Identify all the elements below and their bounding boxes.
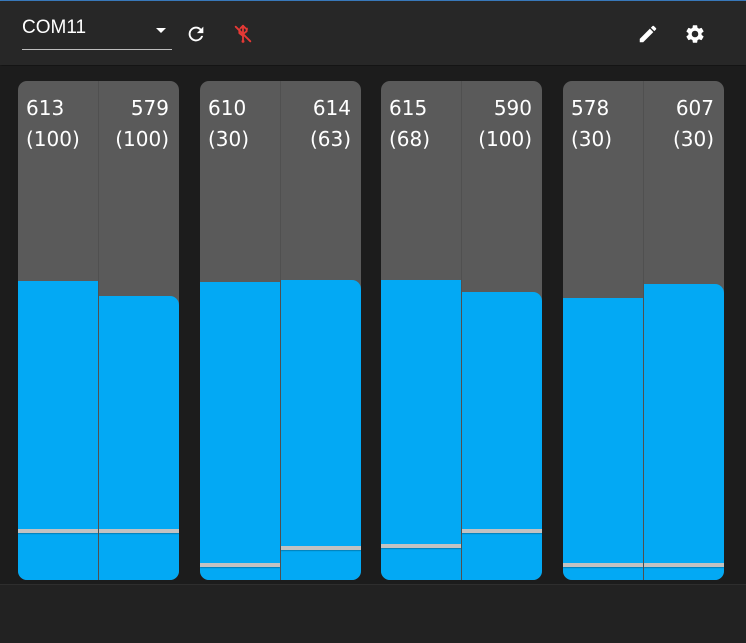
slider-label: 610 (30) bbox=[208, 93, 288, 155]
threshold-thumb[interactable] bbox=[281, 546, 361, 550]
slider-fill bbox=[381, 280, 461, 580]
footer-bar bbox=[0, 584, 746, 643]
threshold-thumb[interactable] bbox=[462, 529, 542, 533]
pencil-icon bbox=[639, 25, 657, 43]
gear-icon bbox=[686, 25, 704, 43]
slider-threshold: (63) bbox=[309, 127, 351, 151]
slider-4[interactable]: 614 (63) bbox=[280, 81, 361, 580]
slider-value: 579 bbox=[130, 96, 169, 120]
usb-off-icon bbox=[234, 24, 252, 43]
threshold-thumb[interactable] bbox=[200, 563, 280, 567]
slider-5[interactable]: 615 (68) bbox=[381, 81, 461, 580]
slider-fill bbox=[99, 296, 179, 580]
slider-label: 578 (30) bbox=[571, 93, 651, 155]
threshold-thumb[interactable] bbox=[644, 563, 724, 567]
slider-threshold: (100) bbox=[478, 127, 532, 151]
slider-1[interactable]: 613 (100) bbox=[18, 81, 98, 580]
slider-fill bbox=[18, 281, 98, 580]
serial-port-value: COM11 bbox=[22, 17, 87, 38]
slider-fill bbox=[200, 282, 280, 580]
usb-disconnected-button[interactable] bbox=[225, 16, 261, 52]
slider-3[interactable]: 610 (30) bbox=[200, 81, 280, 580]
slider-value: 578 bbox=[571, 96, 610, 120]
threshold-thumb[interactable] bbox=[563, 563, 643, 567]
threshold-thumb[interactable] bbox=[99, 529, 179, 533]
slider-value: 590 bbox=[493, 96, 532, 120]
toolbar: COM11 bbox=[0, 1, 746, 65]
slider-7[interactable]: 578 (30) bbox=[563, 81, 643, 580]
slider-group-3: 615 (68) 590 (100) bbox=[381, 81, 542, 580]
slider-label: 579 (100) bbox=[89, 93, 169, 155]
slider-group-2: 610 (30) 614 (63) bbox=[200, 81, 361, 580]
slider-threshold: (30) bbox=[571, 127, 613, 151]
slider-fill bbox=[462, 292, 542, 580]
slider-label: 607 (30) bbox=[634, 93, 714, 155]
slider-panel: 613 (100) 579 (100) 610 (30) bbox=[0, 66, 746, 584]
slider-value: 615 bbox=[389, 96, 428, 120]
slider-6[interactable]: 590 (100) bbox=[461, 81, 542, 580]
slider-threshold: (30) bbox=[672, 127, 714, 151]
slider-threshold: (68) bbox=[389, 127, 431, 151]
threshold-thumb[interactable] bbox=[18, 529, 98, 533]
slider-label: 615 (68) bbox=[389, 93, 469, 155]
slider-value: 610 bbox=[208, 96, 247, 120]
slider-value: 613 bbox=[26, 96, 65, 120]
slider-fill bbox=[644, 284, 724, 580]
slider-value: 607 bbox=[675, 96, 714, 120]
refresh-icon bbox=[188, 26, 204, 42]
settings-button[interactable] bbox=[677, 16, 713, 52]
slider-value: 614 bbox=[312, 96, 351, 120]
slider-fill bbox=[563, 298, 643, 580]
slider-8[interactable]: 607 (30) bbox=[643, 81, 724, 580]
slider-fill bbox=[281, 280, 361, 580]
serial-port-select[interactable]: COM11 bbox=[22, 13, 172, 50]
slider-label: 613 (100) bbox=[26, 93, 106, 155]
edit-button[interactable] bbox=[630, 16, 666, 52]
slider-label: 590 (100) bbox=[452, 93, 532, 155]
refresh-button[interactable] bbox=[178, 16, 214, 52]
window-top-border bbox=[0, 0, 746, 1]
slider-threshold: (30) bbox=[208, 127, 250, 151]
slider-threshold: (100) bbox=[115, 127, 169, 151]
chevron-down-icon bbox=[156, 28, 166, 33]
slider-group-1: 613 (100) 579 (100) bbox=[18, 81, 179, 580]
slider-label: 614 (63) bbox=[271, 93, 351, 155]
slider-threshold: (100) bbox=[26, 127, 80, 151]
threshold-thumb[interactable] bbox=[381, 544, 461, 548]
slider-2[interactable]: 579 (100) bbox=[98, 81, 179, 580]
slider-group-4: 578 (30) 607 (30) bbox=[563, 81, 724, 580]
